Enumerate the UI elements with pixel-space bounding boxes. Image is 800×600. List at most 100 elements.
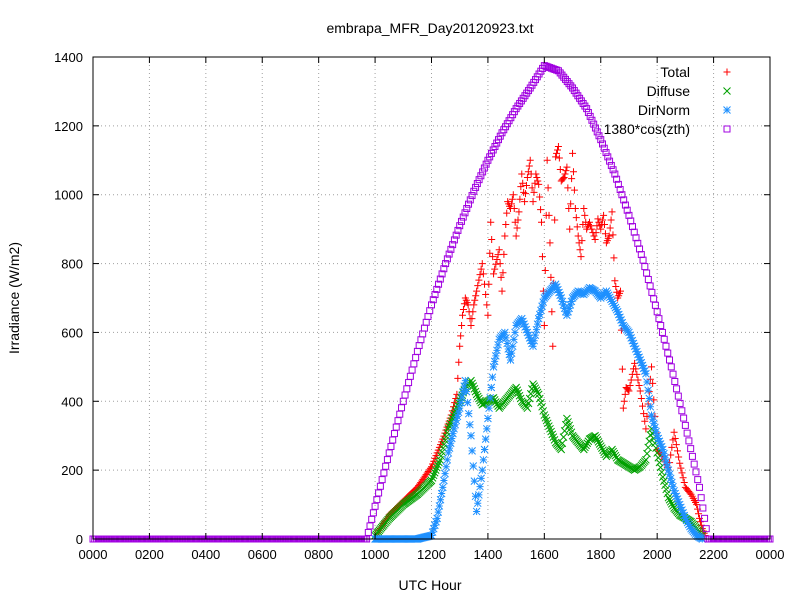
point-1380-cos-zth	[588, 116, 596, 124]
point-1380-cos-zth	[482, 160, 490, 168]
point-1380-cos-zth	[655, 315, 663, 323]
point-dirnorm	[644, 386, 652, 395]
point-total	[529, 198, 537, 206]
point-dirnorm	[449, 429, 457, 438]
point-dirnorm	[552, 283, 561, 291]
point-dirnorm	[491, 351, 500, 360]
point-total	[693, 501, 701, 509]
point-dirnorm	[635, 353, 643, 362]
point-dirnorm	[517, 314, 526, 323]
point-diffuse	[550, 435, 559, 444]
point-dirnorm	[487, 383, 496, 392]
point-dirnorm	[437, 489, 446, 498]
point-1380-cos-zth	[463, 204, 471, 212]
point-dirnorm	[648, 415, 657, 424]
point-1380-cos-zth	[662, 342, 670, 350]
point-total	[537, 206, 545, 214]
point-total	[581, 211, 589, 219]
point-diffuse	[548, 430, 557, 439]
point-dirnorm	[551, 280, 560, 289]
point-total	[528, 184, 536, 192]
point-dirnorm	[434, 508, 443, 516]
point-total	[507, 200, 515, 208]
point-total	[679, 474, 687, 482]
point-total	[675, 453, 683, 461]
point-total	[601, 221, 609, 229]
point-1380-cos-zth	[436, 275, 444, 283]
point-1380-cos-zth	[373, 496, 381, 504]
point-diffuse	[435, 458, 443, 467]
point-total	[637, 395, 645, 403]
point-1380-cos-zth	[690, 460, 698, 468]
point-dirnorm	[503, 339, 511, 348]
point-1380-cos-zth	[405, 379, 413, 387]
point-total	[642, 425, 650, 433]
y-tick-label: 1000	[54, 188, 83, 203]
point-total	[514, 216, 522, 224]
point-1380-cos-zth	[433, 285, 441, 293]
point-total	[459, 311, 467, 319]
point-1380-cos-zth	[660, 335, 668, 343]
point-total	[491, 265, 499, 273]
point-total	[605, 232, 613, 240]
point-dirnorm	[460, 382, 469, 390]
point-dirnorm	[567, 297, 576, 306]
point-1380-cos-zth	[604, 153, 612, 161]
point-total	[547, 273, 555, 281]
point-1380-cos-zth	[398, 404, 406, 412]
point-1380-cos-zth	[461, 209, 469, 217]
point-total	[594, 215, 602, 223]
point-total	[471, 296, 479, 304]
point-dirnorm	[519, 317, 527, 326]
point-1380-cos-zth	[646, 282, 654, 290]
x-tick-label: 1600	[530, 547, 559, 562]
x-tick-label: 0000	[756, 547, 785, 562]
point-total	[501, 232, 509, 240]
point-dirnorm	[504, 345, 513, 353]
point-1380-cos-zth	[459, 213, 467, 221]
point-total	[533, 174, 541, 181]
point-1380-cos-zth	[387, 442, 395, 450]
point-dirnorm	[478, 466, 487, 474]
point-total	[525, 162, 533, 170]
point-1380-cos-zth	[584, 109, 592, 117]
point-total	[633, 370, 641, 378]
point-dirnorm	[658, 445, 667, 454]
point-total	[555, 154, 563, 162]
point-1380-cos-zth	[641, 263, 649, 271]
series-2	[371, 280, 707, 543]
point-dirnorm	[470, 477, 479, 486]
point-total	[591, 235, 599, 243]
point-dirnorm	[627, 334, 636, 342]
point-1380-cos-zth	[681, 421, 689, 429]
point-total	[670, 428, 678, 436]
point-diffuse	[469, 382, 478, 390]
point-1380-cos-zth	[685, 437, 693, 445]
y-tick-label: 0	[76, 532, 83, 547]
point-1380-cos-zth	[667, 363, 675, 371]
point-total	[538, 218, 546, 226]
point-total	[458, 322, 466, 330]
point-dirnorm	[446, 439, 455, 448]
point-total	[513, 224, 521, 232]
point-1380-cos-zth	[674, 392, 682, 400]
point-total	[574, 232, 582, 240]
point-total	[457, 332, 465, 340]
x-tick-label: 1200	[417, 547, 446, 562]
point-dirnorm	[686, 522, 694, 531]
point-1380-cos-zth	[643, 269, 651, 277]
point-total	[618, 365, 626, 373]
point-dirnorm	[455, 404, 464, 413]
point-dirnorm	[665, 470, 674, 479]
point-dirnorm	[681, 514, 690, 523]
point-dirnorm	[443, 455, 452, 464]
point-1380-cos-zth	[450, 236, 458, 244]
point-dirnorm	[502, 334, 510, 342]
x-tick-label: 0400	[191, 547, 220, 562]
point-diffuse	[524, 399, 533, 408]
point-1380-cos-zth	[406, 372, 414, 380]
point-dirnorm	[638, 361, 647, 370]
point-dirnorm	[646, 402, 655, 411]
point-dirnorm	[535, 310, 544, 319]
point-diffuse	[468, 379, 476, 388]
